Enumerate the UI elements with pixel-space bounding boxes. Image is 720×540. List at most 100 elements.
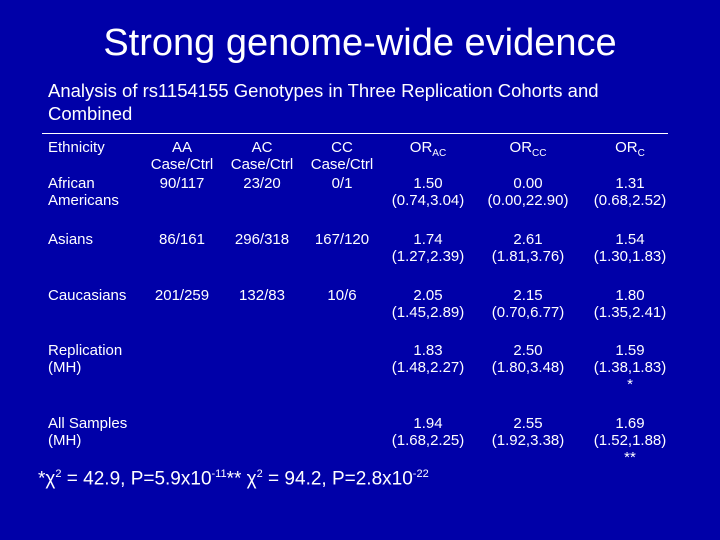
footnote-text: *χ: [38, 468, 56, 490]
cell-line: (MH): [48, 359, 82, 376]
cell-line: 201/259: [154, 287, 210, 304]
table-cell: 296/318: [235, 231, 289, 248]
header-line: AC: [251, 139, 273, 156]
cell-line: 2.50: [513, 342, 543, 359]
cell-line: 1.74: [413, 231, 443, 248]
cell-line: 2.55: [513, 415, 543, 432]
significance-note: *: [627, 376, 633, 393]
footnote-text: = 42.9, P=5.9x10: [61, 468, 212, 490]
table-cell: 1.54 (1.30,1.83): [594, 231, 667, 265]
cell-line: (1.68,2.25): [391, 432, 465, 449]
cell-line: 90/117: [159, 175, 205, 192]
table-cell: 167/120: [315, 231, 369, 248]
table-cell: African Americans: [48, 175, 119, 209]
table-cell: Caucasians: [48, 287, 126, 304]
table-cell: 1.94 (1.68,2.25): [392, 415, 465, 449]
header-line: Case/Ctrl: [150, 156, 214, 173]
cell-line: 1.54: [615, 231, 645, 248]
header-text: OR: [409, 139, 433, 156]
header-line: CC: [331, 139, 353, 156]
table-cell: 1.50 (0.74,3.04): [392, 175, 465, 209]
footnote: *χ2 = 42.9, P=5.9x10-11** χ2 = 94.2, P=2…: [38, 468, 429, 490]
footnote-superscript: -11: [211, 468, 227, 480]
header-subscript: CC: [532, 148, 547, 159]
cell-line: 167/120: [314, 231, 370, 248]
table-cell: 1.69 (1.52,1.88): [594, 415, 667, 449]
cell-line: 1.31: [615, 175, 645, 192]
cell-line: (1.92,3.38): [491, 432, 565, 449]
cell-line: 2.05: [413, 287, 443, 304]
cell-line: (1.35,2.41): [593, 304, 667, 321]
cell-line: African: [48, 175, 95, 192]
table-cell: Replication (MH): [48, 342, 122, 376]
header-text: OR: [615, 139, 638, 156]
cell-line: 23/20: [243, 175, 281, 192]
cell-line: 2.61: [513, 231, 543, 248]
subtitle: Combined: [48, 103, 133, 124]
table-cell: 2.55 (1.92,3.38): [492, 415, 565, 449]
cell-line: (1.52,1.88): [593, 432, 667, 449]
cell-line: 1.94: [413, 415, 443, 432]
cell-line: (1.48,2.27): [391, 359, 465, 376]
header-cell: Ethnicity: [48, 139, 105, 156]
table-cell: 2.61 (1.81,3.76): [492, 231, 565, 265]
header-subscript: AC: [432, 148, 447, 159]
table-cell: 1.83 (1.48,2.27): [392, 342, 465, 376]
header-cell: ORC: [615, 139, 645, 162]
footnote-text: = 94.2, P=2.8x10: [262, 468, 413, 490]
cell-line: Americans: [48, 192, 119, 209]
table-cell: All Samples (MH): [48, 415, 127, 449]
cell-line: Replication: [48, 342, 123, 359]
header-line: AA: [171, 139, 193, 156]
cell-line: 1.59: [615, 342, 645, 359]
title: Strong genome-wide evidence: [103, 22, 617, 64]
table-cell: 1.80 (1.35,2.41): [594, 287, 667, 321]
footnote-superscript: 2: [55, 468, 62, 480]
cell-line: (1.45,2.89): [391, 304, 465, 321]
cell-line: 1.69: [615, 415, 645, 432]
cell-line: (1.38,1.83): [593, 359, 667, 376]
header-cell: ORCC: [510, 139, 547, 162]
table-cell: 2.15 (0.70,6.77): [492, 287, 565, 321]
header-line: Ethnicity: [48, 139, 105, 156]
cell-line: (0.68,2.52): [593, 192, 667, 209]
cell-line: (1.30,1.83): [593, 248, 667, 265]
header-cell: AC Case/Ctrl: [231, 139, 294, 173]
cell-line: (0.00,22.90): [487, 192, 569, 209]
cell-line: 10/6: [327, 287, 357, 304]
subtitle: Analysis of rs1154155 Genotypes in Three…: [48, 80, 599, 101]
cell-line: 0.00: [513, 175, 543, 192]
cell-line: All Samples: [48, 415, 128, 432]
cell-line: 1.50: [413, 175, 443, 192]
significance-note: **: [624, 449, 636, 466]
cell-line: 296/318: [234, 231, 290, 248]
header-subscript: C: [637, 148, 645, 159]
cell-line: (1.80,3.48): [491, 359, 565, 376]
table-cell: 2.05 (1.45,2.89): [392, 287, 465, 321]
table-cell: 0.00 (0.00,22.90): [488, 175, 569, 209]
header-text: OR: [509, 139, 533, 156]
table-cell: 90/117: [160, 175, 205, 192]
footnote-superscript: 2: [256, 468, 263, 480]
footnote-text: ** χ: [226, 468, 257, 490]
header-line: Case/Ctrl: [230, 156, 294, 173]
cell-line: (0.74,3.04): [391, 192, 465, 209]
header-cell: ORAC: [410, 139, 446, 162]
table-cell: 0/1: [332, 175, 353, 192]
cell-line: 2.15: [513, 287, 543, 304]
header-line: Case/Ctrl: [310, 156, 374, 173]
cell-line: (MH): [48, 432, 82, 449]
table-cell: 2.50 (1.80,3.48): [492, 342, 565, 376]
cell-line: 86/161: [159, 231, 205, 248]
cell-line: 0/1: [331, 175, 353, 192]
cell-line: Caucasians: [48, 287, 127, 304]
cell-line: (1.81,3.76): [491, 248, 565, 265]
table-cell: 1.74 (1.27,2.39): [392, 231, 465, 265]
table-cell: 1.59 (1.38,1.83): [594, 342, 667, 376]
footnote-superscript: -22: [412, 468, 429, 480]
table-cell: 86/161: [159, 231, 205, 248]
table-cell: 1.31 (0.68,2.52): [594, 175, 667, 209]
cell-line: (0.70,6.77): [491, 304, 565, 321]
rule: [42, 133, 668, 134]
